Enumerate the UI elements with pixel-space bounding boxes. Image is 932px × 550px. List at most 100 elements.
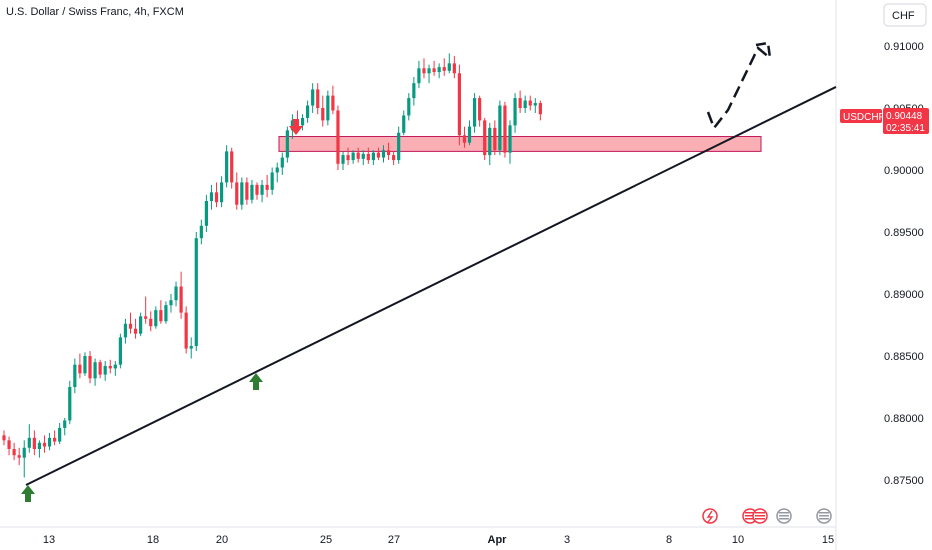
candle[interactable] <box>321 108 325 121</box>
candle[interactable] <box>437 67 441 73</box>
candle[interactable] <box>427 68 431 74</box>
resistance-zone[interactable] <box>278 136 762 152</box>
candle[interactable] <box>12 449 16 456</box>
candle[interactable] <box>457 73 461 136</box>
candle[interactable] <box>381 150 386 158</box>
candle[interactable] <box>376 152 381 158</box>
candle[interactable] <box>22 447 26 458</box>
candle[interactable] <box>128 323 133 329</box>
candle[interactable] <box>397 132 401 161</box>
price-axis[interactable]: 0.910000.905000.900000.895000.890000.885… <box>884 41 924 487</box>
lightning-icon[interactable] <box>702 508 718 524</box>
candle[interactable] <box>250 184 254 200</box>
candle[interactable] <box>270 172 274 190</box>
candle[interactable] <box>371 152 375 161</box>
candle[interactable] <box>508 125 512 153</box>
candle[interactable] <box>123 323 128 338</box>
candle[interactable] <box>366 153 370 161</box>
candle[interactable] <box>118 337 122 365</box>
candle[interactable] <box>346 155 350 161</box>
candle[interactable] <box>538 103 542 115</box>
candle[interactable] <box>275 167 279 173</box>
candle[interactable] <box>472 98 477 127</box>
candle[interactable] <box>42 442 47 447</box>
candle[interactable] <box>265 184 269 190</box>
candle[interactable] <box>189 346 193 349</box>
trendline[interactable] <box>25 86 837 486</box>
candle[interactable] <box>280 157 284 168</box>
candle[interactable] <box>133 328 138 334</box>
candle[interactable] <box>139 316 143 334</box>
candle[interactable] <box>422 68 426 74</box>
candle[interactable] <box>63 420 67 428</box>
candle[interactable] <box>442 67 446 71</box>
candle[interactable] <box>2 435 6 441</box>
candle[interactable] <box>462 135 467 143</box>
candle[interactable] <box>417 68 421 84</box>
candle[interactable] <box>149 318 153 327</box>
candle[interactable] <box>493 127 497 151</box>
candle[interactable] <box>154 310 158 327</box>
candle[interactable] <box>518 98 522 108</box>
candle[interactable] <box>483 120 487 156</box>
candle[interactable] <box>478 98 482 121</box>
candle[interactable] <box>47 437 52 447</box>
candle[interactable] <box>204 201 208 226</box>
us-flag-icon[interactable] <box>776 508 792 524</box>
candle[interactable] <box>528 100 532 106</box>
candle[interactable] <box>83 356 87 374</box>
candle[interactable] <box>78 364 82 374</box>
candle[interactable] <box>351 152 355 161</box>
candle[interactable] <box>467 126 472 143</box>
candle[interactable] <box>245 182 249 200</box>
candle[interactable] <box>73 364 77 387</box>
candle[interactable] <box>432 68 436 73</box>
candle[interactable] <box>300 117 305 126</box>
candle[interactable] <box>184 312 188 349</box>
candle[interactable] <box>68 387 72 421</box>
candle[interactable] <box>199 225 203 239</box>
candle[interactable] <box>144 316 148 319</box>
candle[interactable] <box>103 365 107 375</box>
candle[interactable] <box>523 100 527 108</box>
time-axis[interactable]: 13 18 20 25 27 Apr 3 8 10 15 <box>43 534 834 546</box>
candle[interactable] <box>174 286 178 301</box>
candle[interactable] <box>407 98 411 116</box>
candle[interactable] <box>169 300 173 306</box>
candle[interactable] <box>447 63 451 71</box>
candle[interactable] <box>37 442 42 449</box>
candle[interactable] <box>209 192 214 201</box>
candle[interactable] <box>356 152 360 159</box>
candle[interactable] <box>27 437 31 448</box>
candle[interactable] <box>341 155 345 164</box>
candle[interactable] <box>98 362 102 375</box>
candle[interactable] <box>164 305 168 322</box>
candle[interactable] <box>311 89 315 106</box>
candle[interactable] <box>194 238 198 347</box>
candle[interactable] <box>255 184 259 195</box>
candle[interactable] <box>386 150 391 156</box>
candle[interactable] <box>108 365 112 369</box>
candle[interactable] <box>113 364 117 369</box>
candle[interactable] <box>488 127 492 156</box>
candle[interactable] <box>219 182 224 203</box>
candle[interactable] <box>240 182 244 205</box>
candle[interactable] <box>336 110 340 164</box>
candle[interactable] <box>513 98 517 126</box>
candle[interactable] <box>53 437 57 442</box>
candle[interactable] <box>260 184 264 195</box>
candle[interactable] <box>306 105 310 118</box>
candle[interactable] <box>7 440 11 449</box>
candle[interactable] <box>533 103 537 106</box>
candle[interactable] <box>214 192 219 203</box>
candle[interactable] <box>235 182 239 205</box>
candle[interactable] <box>503 105 507 153</box>
candle[interactable] <box>17 455 21 458</box>
candle[interactable] <box>361 153 365 159</box>
candle[interactable] <box>290 120 295 131</box>
candle[interactable] <box>402 115 406 133</box>
candle[interactable] <box>179 286 183 313</box>
us-flag-icon[interactable] <box>752 508 768 524</box>
us-flag-icon[interactable] <box>816 508 832 524</box>
